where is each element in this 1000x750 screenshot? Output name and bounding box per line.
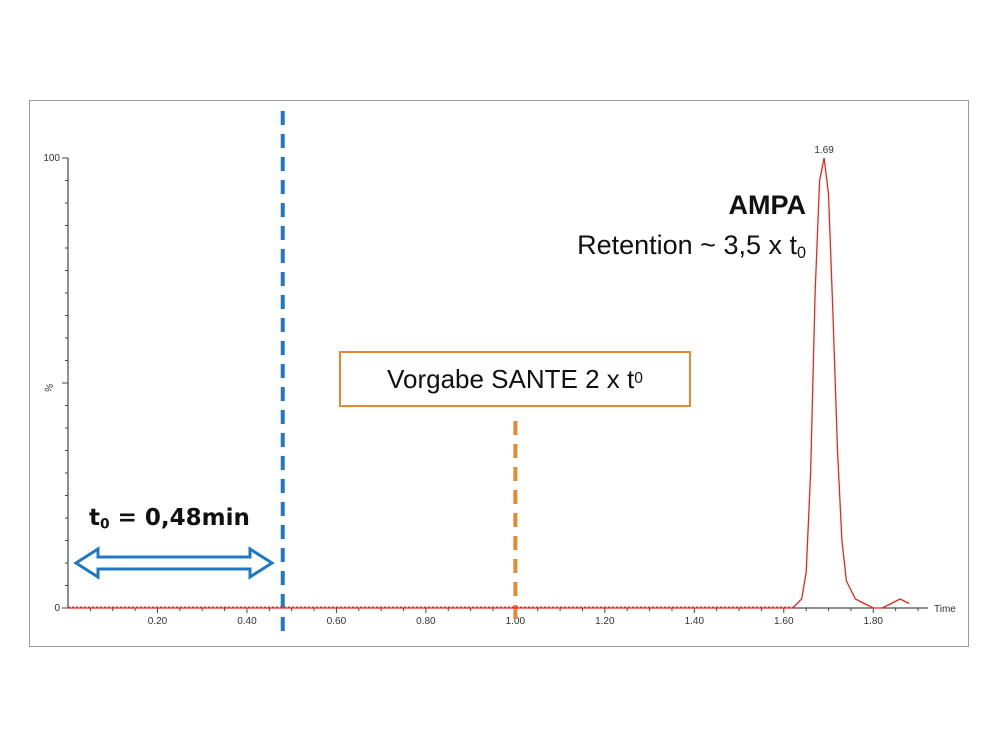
peak-label: 1.69: [814, 145, 834, 156]
t0-label-base: t: [89, 505, 100, 531]
t0-label: t0 = 0,48min: [89, 505, 250, 532]
x-tick-label: 0.20: [148, 616, 168, 627]
t0-label-sub: 0: [100, 516, 110, 533]
chromatogram-trace: [68, 157, 910, 609]
ampa-retention-sub: 0: [796, 244, 806, 263]
ampa-title: AMPA: [728, 190, 807, 220]
y-tick-label: 0: [54, 603, 60, 614]
ampa-retention: Retention ~ 3,5 x t0: [577, 230, 806, 263]
x-tick-label: 1.80: [864, 616, 884, 627]
x-tick-label: 0.40: [237, 616, 257, 627]
y-axis-label: %: [43, 382, 56, 394]
x-tick-label: 1.60: [774, 616, 794, 627]
ampa-retention-text: Retention ~ 3,5 x t: [577, 230, 797, 260]
t0-span-arrow: [73, 546, 275, 580]
x-tick-label: 1.00: [506, 616, 526, 627]
x-tick-label: 1.20: [595, 616, 615, 627]
x-tick-label: 1.40: [685, 616, 705, 627]
y-tick-label: 100: [43, 153, 60, 164]
sante-requirement-sub: 0: [634, 370, 643, 387]
chromatogram-chart: 0 100% 0.20 0.40 0.60 0.80 1.00 1.20 1.40 1.60 1.8…: [43, 111, 956, 640]
t0-label-value: = 0,48min: [109, 505, 250, 531]
x-axis-label: Time: [934, 604, 956, 615]
x-tick-label: 0.80: [416, 616, 436, 627]
sante-requirement-text: Vorgabe SANTE 2 x t: [387, 363, 635, 394]
x-tick-label: 0.60: [327, 616, 347, 627]
